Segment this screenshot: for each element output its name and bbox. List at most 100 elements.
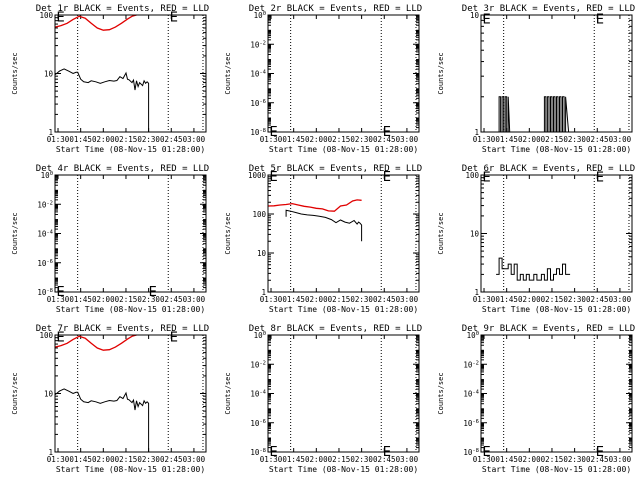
panel-title: Det 5r BLACK = Events, RED = LLD <box>249 164 422 174</box>
y-tick-label: 10 <box>470 11 480 20</box>
panel-title: Det 9r BLACK = Events, RED = LLD <box>462 324 635 334</box>
x-tick-label: 01:30 <box>47 135 70 144</box>
x-tick-label: 02:15 <box>115 455 138 464</box>
detector-panel-8: Det 8r BLACK = Events, RED = LLD 01:30 01:… <box>224 324 422 474</box>
x-tick-label: 02:00 <box>92 455 115 464</box>
x-tick-label: 02:15 <box>541 455 564 464</box>
event-marker-label: E <box>483 170 491 185</box>
x-tick-label: 02:45 <box>586 135 609 144</box>
event-marker-label: E <box>383 170 391 185</box>
x-tick-label: 03:00 <box>396 135 419 144</box>
x-tick-label: 02:00 <box>518 455 541 464</box>
y-tick-label: 10-4 <box>250 70 266 79</box>
series-events <box>285 209 363 242</box>
x-tick-label: 03:00 <box>183 135 206 144</box>
x-tick-label: 02:30 <box>137 295 160 304</box>
y-axis-label: Counts/sec <box>11 212 19 254</box>
x-tick-label: 02:00 <box>92 135 115 144</box>
x-tick-label: 02:00 <box>305 455 328 464</box>
y-tick-label: 1 <box>474 288 479 297</box>
y-tick-label: 10-6 <box>37 259 53 268</box>
x-axis-label: Start Time (08-Nov-15 01:28:00) <box>56 465 205 474</box>
x-tick-label: 02:00 <box>518 295 541 304</box>
x-tick-label: 02:45 <box>373 295 396 304</box>
y-tick-label: 10 <box>44 390 54 399</box>
x-tick-label: 02:30 <box>350 135 373 144</box>
y-tick-label: 10-6 <box>463 419 479 428</box>
x-axis-label: Start Time (08-Nov-15 01:28:00) <box>56 305 205 314</box>
x-tick-label: 01:45 <box>495 455 518 464</box>
x-tick-label: 02:00 <box>92 295 115 304</box>
detector-panel-5: Det 5r BLACK = Events, RED = LLD 01:30 01:… <box>224 164 422 314</box>
x-axis-label: Start Time (08-Nov-15 01:28:00) <box>56 145 205 154</box>
x-tick-label: 02:30 <box>137 135 160 144</box>
y-axis-label: Counts/sec <box>437 212 445 254</box>
y-tick-label: 1 <box>48 448 53 457</box>
x-tick-label: 02:30 <box>563 135 586 144</box>
x-tick-label: 01:30 <box>473 135 496 144</box>
y-axis-label: Counts/sec <box>11 372 19 414</box>
y-tick-label: 10-2 <box>250 360 266 369</box>
series-lld <box>267 199 362 212</box>
x-axis-label: Start Time (08-Nov-15 01:28:00) <box>482 305 631 314</box>
panel-title: Det 1r BLACK = Events, RED = LLD <box>36 4 209 14</box>
series-events <box>54 388 150 452</box>
x-tick-label: 01:45 <box>282 295 305 304</box>
y-tick-label: 10 <box>470 230 480 239</box>
series-events <box>498 96 570 133</box>
x-tick-label: 03:00 <box>609 295 632 304</box>
x-tick-label: 02:30 <box>350 455 373 464</box>
x-tick-label: 02:15 <box>328 455 351 464</box>
event-marker-label: E <box>57 330 65 345</box>
plot-frame <box>54 14 207 133</box>
event-marker-label: E <box>270 170 278 185</box>
x-axis-label: Start Time (08-Nov-15 01:28:00) <box>482 465 631 474</box>
plot-frame <box>54 334 207 453</box>
x-tick-label: 02:45 <box>160 135 183 144</box>
x-tick-label: 01:45 <box>69 295 92 304</box>
y-tick-label: 10 <box>44 70 54 79</box>
x-tick-label: 02:00 <box>305 135 328 144</box>
y-tick-label: 100 <box>254 11 266 20</box>
x-tick-label: 02:15 <box>328 295 351 304</box>
y-tick-label: 100 <box>467 331 479 340</box>
y-tick-label: 100 <box>465 171 479 180</box>
x-tick-label: 02:00 <box>518 135 541 144</box>
x-tick-label: 03:00 <box>396 455 419 464</box>
panel-title: Det 3r BLACK = Events, RED = LLD <box>462 4 635 14</box>
y-tick-label: 1 <box>261 288 266 297</box>
detector-panel-1: Det 1r BLACK = Events, RED = LLD 01:30 01:… <box>11 4 209 154</box>
x-tick-label: 01:30 <box>260 295 283 304</box>
y-tick-label: 100 <box>254 331 266 340</box>
panel-title: Det 2r BLACK = Events, RED = LLD <box>249 4 422 14</box>
x-tick-label: 01:45 <box>282 455 305 464</box>
x-tick-label: 02:30 <box>563 295 586 304</box>
x-tick-label: 02:45 <box>373 455 396 464</box>
x-tick-label: 03:00 <box>609 455 632 464</box>
x-tick-label: 01:30 <box>473 455 496 464</box>
x-axis-label: Start Time (08-Nov-15 01:28:00) <box>269 465 418 474</box>
event-marker-label: E <box>170 330 178 345</box>
detector-panel-2: Det 2r BLACK = Events, RED = LLD 01:30 01:… <box>224 4 422 154</box>
x-tick-label: 01:45 <box>495 135 518 144</box>
plot-frame <box>54 174 207 293</box>
series-lld <box>54 14 137 31</box>
detector-panel-6: Det 6r BLACK = Events, RED = LLD 01:30 01:… <box>437 164 635 314</box>
panel-title: Det 4r BLACK = Events, RED = LLD <box>36 164 209 174</box>
plot-frame <box>480 334 633 453</box>
x-tick-label: 01:30 <box>473 295 496 304</box>
y-tick-label: 10-8 <box>37 288 53 297</box>
detector-panel-3: Det 3r BLACK = Events, RED = LLD 01:30 01:… <box>437 4 635 154</box>
y-axis-label: Counts/sec <box>437 372 445 414</box>
plot-frame <box>480 14 633 133</box>
x-tick-label: 02:00 <box>305 295 328 304</box>
x-tick-label: 02:45 <box>586 455 609 464</box>
x-tick-label: 02:15 <box>328 135 351 144</box>
x-tick-label: 02:30 <box>137 455 160 464</box>
y-tick-label: 10-6 <box>250 99 266 108</box>
plot-frame <box>267 174 420 293</box>
y-axis-label: Counts/sec <box>224 372 232 414</box>
x-tick-label: 01:30 <box>260 455 283 464</box>
x-tick-label: 01:30 <box>47 295 70 304</box>
y-tick-label: 10-4 <box>37 230 53 239</box>
